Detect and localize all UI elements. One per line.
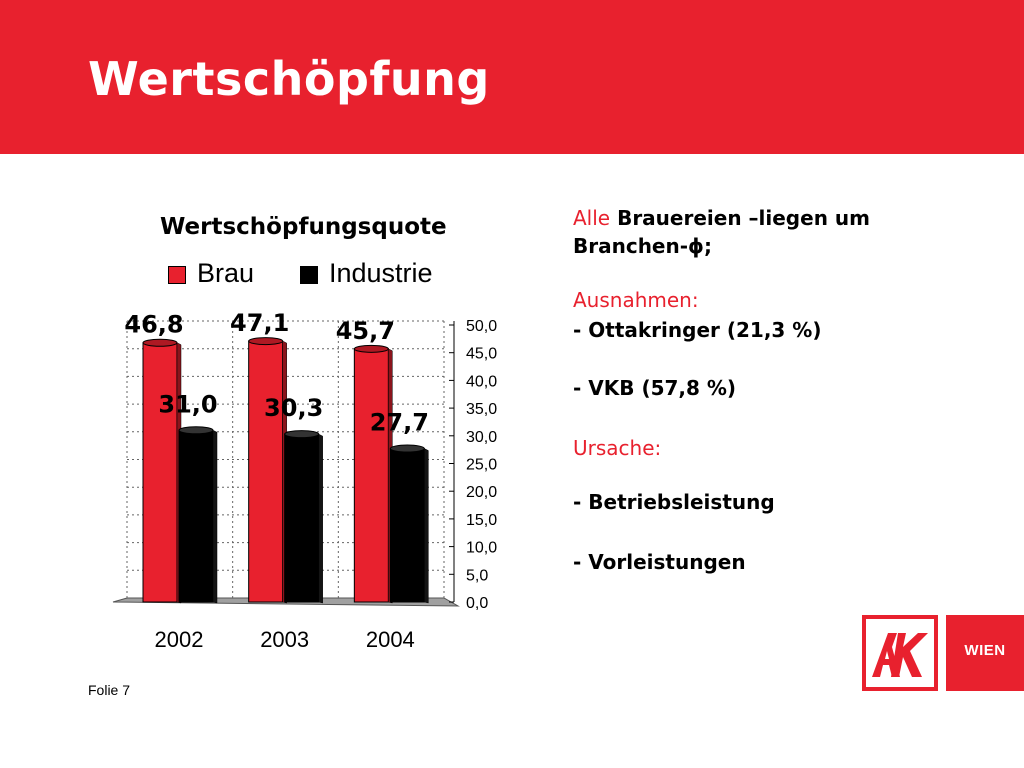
ak-logo-mark — [866, 619, 934, 687]
data-label: 46,8 — [124, 311, 183, 339]
bar-side — [318, 433, 323, 604]
side-text-ottakringer: - Ottakringer (21,3 %) — [573, 318, 822, 342]
side-text-vorleistungen: - Vorleistungen — [573, 550, 746, 574]
bar-cap — [284, 430, 320, 439]
data-label: 27,7 — [370, 409, 429, 437]
y-tick-label: 20,0 — [466, 484, 497, 501]
side-text-ursache: Ursache: — [573, 436, 662, 460]
bar-industrie-2002 — [178, 429, 214, 603]
header-bar: Wertschöpfung — [0, 0, 1024, 154]
y-tick-label: 40,0 — [466, 373, 497, 390]
x-tick-label: 2004 — [366, 627, 415, 652]
legend-swatch-brau — [168, 266, 186, 284]
y-tick-label: 25,0 — [466, 457, 497, 474]
data-label: 45,7 — [336, 317, 395, 345]
y-tick-label: 10,0 — [466, 540, 497, 557]
bar-cap — [178, 426, 214, 435]
legend-label-industrie: Industrie — [329, 258, 433, 288]
x-tick-label: 2003 — [260, 627, 309, 652]
bar-industrie-2003 — [284, 433, 320, 603]
side-text-vkb: - VKB (57,8 %) — [573, 376, 737, 400]
wien-logo-text: WIEN — [964, 642, 1006, 659]
side-text-alle: Alle — [573, 206, 611, 230]
bar-brau-2002 — [142, 342, 178, 603]
data-label: 31,0 — [158, 390, 217, 418]
bar-industrie-2004 — [389, 448, 425, 603]
y-tick-label: 15,0 — [466, 512, 497, 529]
bar-brau-2004 — [353, 348, 389, 603]
bar-cap — [389, 444, 425, 453]
side-text-line-1: Alle Brauereien –liegen um — [573, 206, 870, 230]
x-tick-label: 2002 — [155, 627, 204, 652]
ak-logo-icon — [872, 633, 928, 677]
side-text-line-1-rest: Brauereien –liegen um — [617, 206, 870, 230]
legend-label-brau: Brau — [197, 258, 255, 288]
wien-logo: WIEN — [946, 615, 1024, 691]
side-text-ausnahmen: Ausnahmen: — [573, 288, 699, 312]
y-tick-label: 35,0 — [466, 401, 497, 418]
bar-side — [212, 429, 218, 604]
ak-logo — [862, 615, 938, 691]
side-text-betriebsleistung: - Betriebsleistung — [573, 490, 775, 514]
slide-number: Folie 7 — [88, 682, 131, 698]
data-label: 30,3 — [264, 394, 323, 422]
side-text-line-2: Branchen-ϕ; — [573, 234, 712, 258]
bar-side — [424, 448, 429, 604]
bar-cap — [248, 337, 284, 346]
chart-title: Wertschöpfungsquote — [160, 214, 447, 240]
bar-brau-2003 — [248, 340, 284, 603]
bar-cap — [353, 344, 389, 353]
y-tick-label: 45,0 — [466, 346, 497, 363]
legend-swatch-industrie — [300, 266, 318, 284]
y-tick-label: 0,0 — [466, 595, 488, 612]
data-label: 47,1 — [230, 309, 289, 337]
y-tick-label: 5,0 — [466, 567, 488, 584]
slide-title: Wertschöpfung — [88, 52, 490, 106]
y-tick-label: 50,0 — [466, 318, 497, 335]
bar-cap — [142, 338, 178, 347]
y-tick-label: 30,0 — [466, 429, 497, 446]
